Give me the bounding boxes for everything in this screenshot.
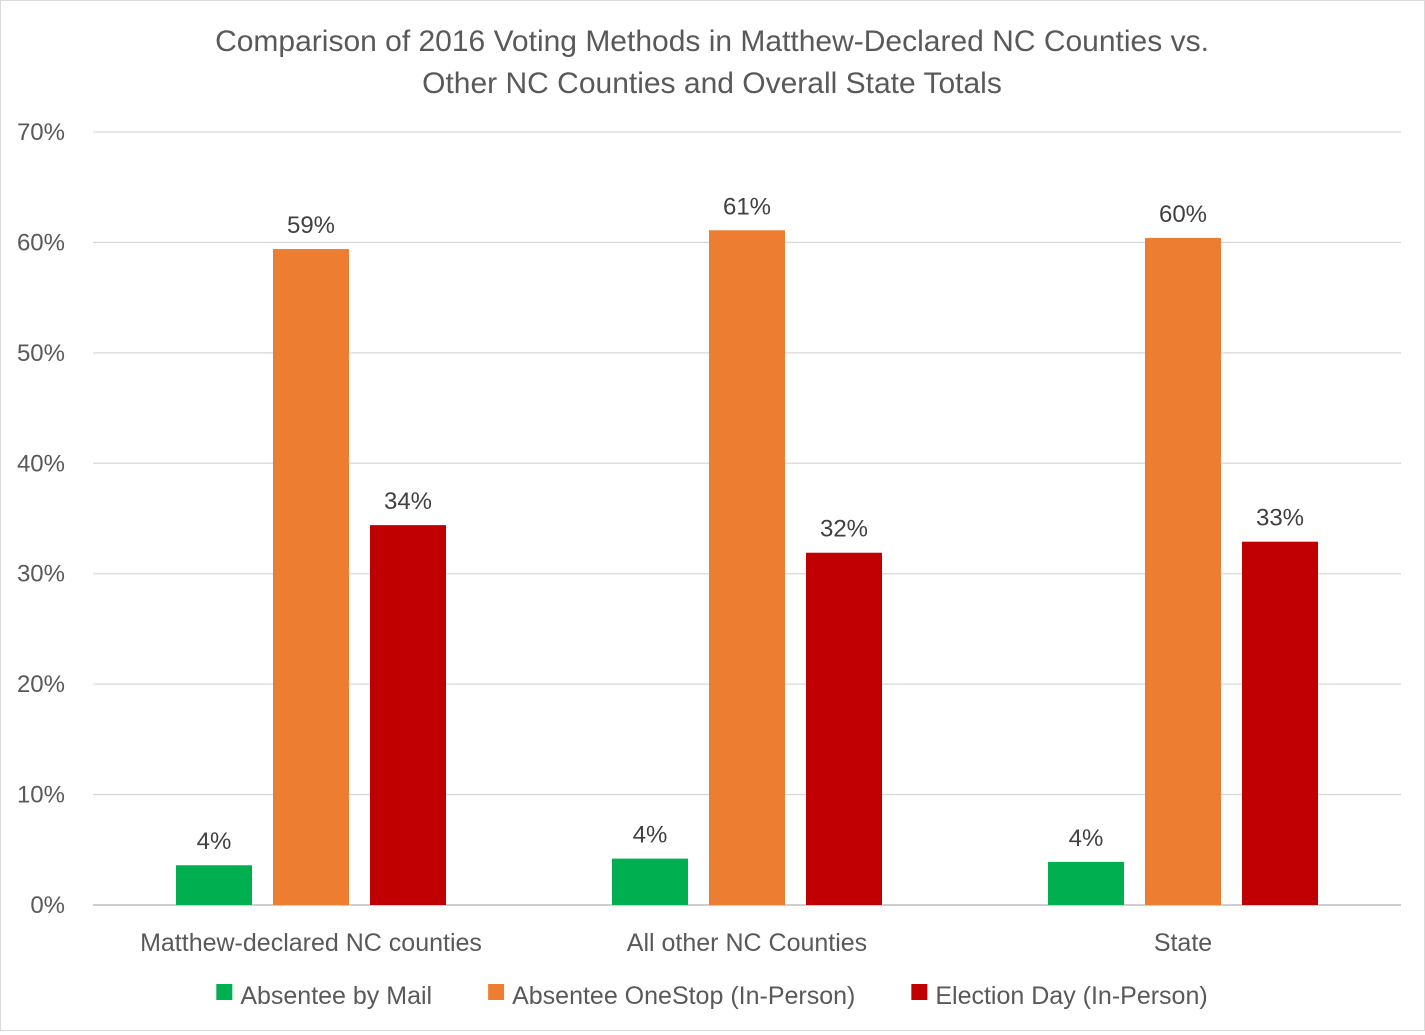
bar bbox=[176, 865, 252, 905]
legend-item: Election Day (In-Person) bbox=[911, 982, 1208, 1010]
bar bbox=[370, 525, 446, 905]
data-label: 59% bbox=[287, 212, 335, 239]
bar bbox=[1048, 861, 1124, 905]
y-tick-label: 10% bbox=[17, 782, 65, 809]
y-axis-tick-labels: 0% 10% 20% 30% 40% 50% 60% 70% bbox=[17, 119, 65, 919]
bars bbox=[176, 230, 1318, 906]
data-label: 61% bbox=[723, 193, 771, 220]
legend: Absentee by Mail Absentee OneStop (In-Per… bbox=[216, 982, 1208, 1010]
category-label: All other NC Counties bbox=[627, 929, 867, 957]
y-tick-label: 40% bbox=[17, 450, 65, 477]
data-label: 4% bbox=[633, 822, 668, 849]
data-label: 34% bbox=[384, 488, 432, 515]
y-tick-label: 50% bbox=[17, 340, 65, 367]
y-tick-label: 60% bbox=[17, 229, 65, 256]
legend-swatch bbox=[488, 984, 505, 1000]
data-label: 33% bbox=[1256, 505, 1304, 532]
legend-label: Absentee OneStop (In-Person) bbox=[512, 982, 855, 1010]
legend-label: Election Day (In-Person) bbox=[935, 982, 1207, 1010]
legend-label: Absentee by Mail bbox=[240, 982, 432, 1010]
data-label: 32% bbox=[820, 516, 868, 543]
data-label: 4% bbox=[1069, 825, 1104, 852]
data-labels: 4% 59% 34% 4% 61% 32% 4% 60% 33% bbox=[197, 193, 1304, 855]
category-label: State bbox=[1154, 929, 1212, 957]
category-label: Matthew-declared NC counties bbox=[140, 929, 482, 957]
bar bbox=[709, 230, 785, 905]
bar bbox=[273, 249, 349, 905]
bar bbox=[1145, 238, 1221, 906]
y-tick-label: 0% bbox=[30, 892, 65, 919]
bar bbox=[1242, 541, 1318, 905]
data-label: 4% bbox=[197, 828, 232, 855]
data-label: 60% bbox=[1159, 201, 1207, 228]
legend-item: Absentee by Mail bbox=[216, 982, 432, 1010]
chart-title-line-1: Comparison of 2016 Voting Methods in Mat… bbox=[215, 25, 1209, 58]
legend-swatch bbox=[911, 984, 928, 1000]
x-axis-category-labels: Matthew-declared NC counties All other NC… bbox=[140, 929, 1212, 957]
y-tick-label: 20% bbox=[17, 671, 65, 698]
chart-title-line-2: Other NC Counties and Overall State Tota… bbox=[422, 67, 1002, 100]
legend-item: Absentee OneStop (In-Person) bbox=[488, 982, 855, 1010]
bar bbox=[612, 858, 688, 905]
legend-swatch bbox=[216, 984, 233, 1000]
bar bbox=[806, 552, 882, 905]
chart-title: Comparison of 2016 Voting Methods in Mat… bbox=[215, 25, 1209, 100]
y-tick-label: 70% bbox=[17, 119, 65, 146]
y-tick-label: 30% bbox=[17, 561, 65, 588]
